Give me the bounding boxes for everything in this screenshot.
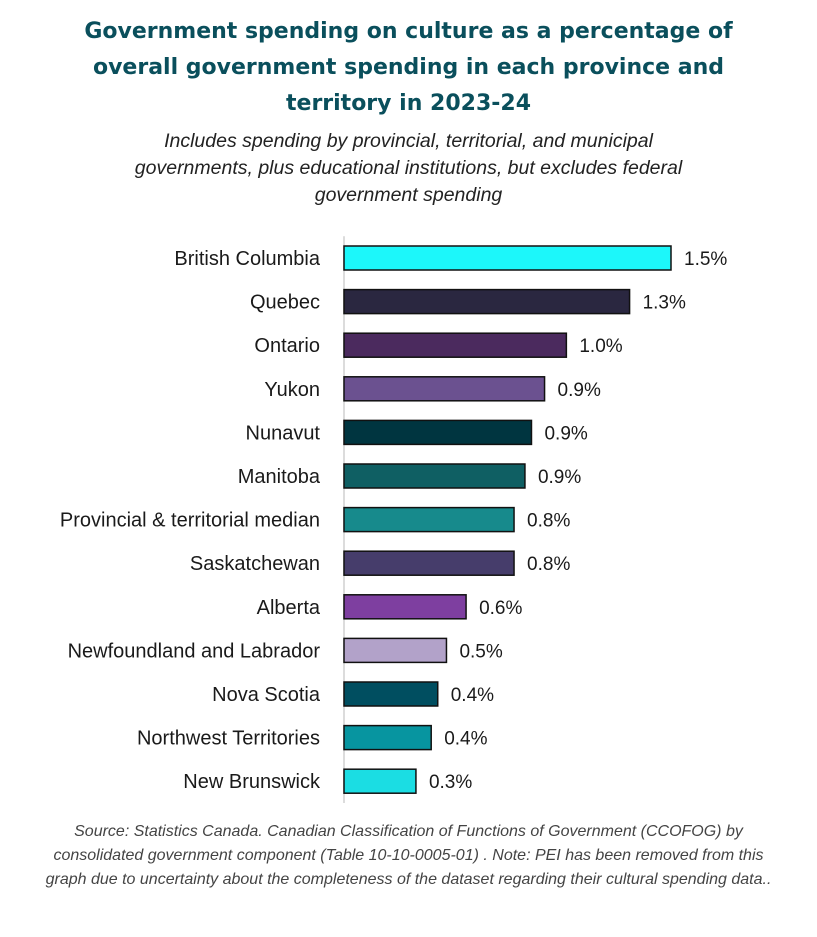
data-label: 0.8% — [527, 511, 570, 532]
data-label: 0.4% — [444, 729, 487, 750]
category-label: New Brunswick — [183, 771, 321, 793]
bar — [343, 506, 515, 533]
data-label: 0.3% — [429, 772, 472, 793]
bar — [343, 463, 526, 489]
category-label: Ontario — [254, 335, 320, 357]
data-label: 1.0% — [579, 336, 622, 357]
category-label: Manitoba — [238, 466, 321, 488]
category-label: Provincial & territorial median — [60, 510, 320, 532]
data-label: 0.9% — [544, 423, 587, 444]
category-label: Northwest Territories — [137, 728, 320, 750]
category-label: Nunavut — [246, 422, 321, 444]
data-label: 0.5% — [459, 641, 502, 662]
data-label: 1.5% — [684, 249, 727, 270]
data-label: 0.8% — [527, 554, 570, 575]
bar — [343, 245, 672, 271]
data-label: 0.9% — [558, 380, 601, 401]
category-label: Saskatchewan — [190, 553, 320, 575]
category-label: British Columbia — [174, 248, 320, 270]
data-label: 1.3% — [643, 293, 686, 314]
bar — [343, 376, 546, 402]
bar — [343, 724, 432, 751]
data-label: 0.9% — [538, 467, 581, 488]
category-label: Yukon — [264, 379, 320, 401]
category-label: Nova Scotia — [212, 684, 321, 706]
data-label: 0.4% — [451, 685, 494, 706]
data-label: 0.6% — [479, 598, 522, 619]
chart-subtitle: Includes spending by provincial, territo… — [134, 130, 683, 206]
bar — [343, 681, 439, 707]
bar — [343, 419, 533, 446]
bar-chart: British Columbia 1.5% Quebec 1.3% Ontario 1.0… — [60, 236, 727, 803]
category-label: Newfoundland and Labrador — [68, 640, 321, 662]
category-label: Alberta — [257, 597, 321, 619]
bar — [343, 550, 515, 576]
bar — [343, 288, 631, 315]
bar — [343, 637, 448, 664]
bar — [343, 594, 467, 620]
source-note: Source: Statistics Canada. Canadian Clas… — [45, 823, 772, 888]
bar — [343, 332, 568, 358]
category-label: Quebec — [250, 292, 320, 314]
chart-title: Government spending on culture as a perc… — [84, 19, 733, 116]
bar — [343, 768, 417, 794]
